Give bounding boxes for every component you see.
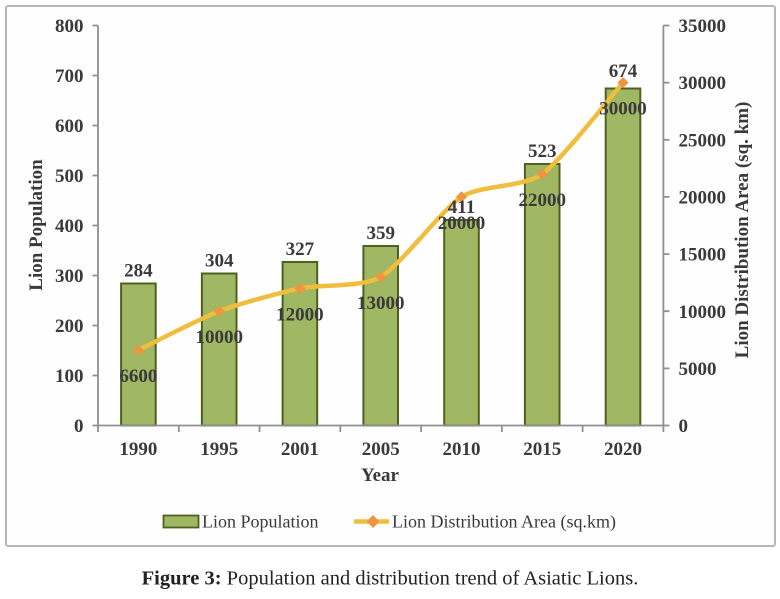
svg-text:700: 700 xyxy=(55,66,84,87)
svg-text:20000: 20000 xyxy=(679,188,727,209)
svg-text:1995: 1995 xyxy=(200,439,238,460)
svg-text:2015: 2015 xyxy=(523,439,561,460)
svg-text:Lion Population: Lion Population xyxy=(202,512,319,532)
svg-text:12000: 12000 xyxy=(276,304,324,325)
svg-text:10000: 10000 xyxy=(679,302,727,323)
svg-text:10000: 10000 xyxy=(195,327,243,348)
svg-text:200: 200 xyxy=(55,316,84,337)
svg-text:304: 304 xyxy=(205,251,234,272)
svg-text:6600: 6600 xyxy=(119,366,157,387)
svg-text:15000: 15000 xyxy=(679,245,727,266)
svg-text:800: 800 xyxy=(55,16,84,37)
svg-text:0: 0 xyxy=(679,416,689,437)
svg-text:20000: 20000 xyxy=(438,213,486,234)
svg-text:674: 674 xyxy=(609,61,638,82)
svg-text:359: 359 xyxy=(366,223,395,244)
svg-text:30000: 30000 xyxy=(599,99,647,120)
svg-text:Year: Year xyxy=(361,465,400,486)
svg-text:100: 100 xyxy=(55,366,84,387)
svg-text:2020: 2020 xyxy=(604,439,642,460)
svg-text:284: 284 xyxy=(124,261,153,282)
svg-text:13000: 13000 xyxy=(357,293,405,314)
svg-text:22000: 22000 xyxy=(518,190,566,211)
svg-text:500: 500 xyxy=(55,166,84,187)
svg-text:5000: 5000 xyxy=(679,359,717,380)
svg-text:Lion Distribution Area (sq. km: Lion Distribution Area (sq. km) xyxy=(732,102,753,359)
svg-text:2001: 2001 xyxy=(281,439,319,460)
svg-text:30000: 30000 xyxy=(679,73,727,94)
svg-text:600: 600 xyxy=(55,116,84,137)
svg-text:25000: 25000 xyxy=(679,130,727,151)
svg-text:400: 400 xyxy=(55,216,84,237)
svg-text:523: 523 xyxy=(528,141,557,162)
svg-text:1990: 1990 xyxy=(119,439,157,460)
svg-text:Lion Population: Lion Population xyxy=(26,159,47,291)
svg-text:35000: 35000 xyxy=(679,16,727,37)
svg-text:300: 300 xyxy=(55,266,84,287)
svg-text:Figure 3: Population and distr: Figure 3: Population and distribution tr… xyxy=(142,568,639,590)
svg-text:327: 327 xyxy=(286,239,315,260)
svg-text:411: 411 xyxy=(448,197,475,218)
svg-text:0: 0 xyxy=(74,416,84,437)
svg-text:2005: 2005 xyxy=(362,439,400,460)
svg-text:Lion Distribution Area (sq.km): Lion Distribution Area (sq.km) xyxy=(392,512,616,533)
svg-text:2010: 2010 xyxy=(443,439,481,460)
